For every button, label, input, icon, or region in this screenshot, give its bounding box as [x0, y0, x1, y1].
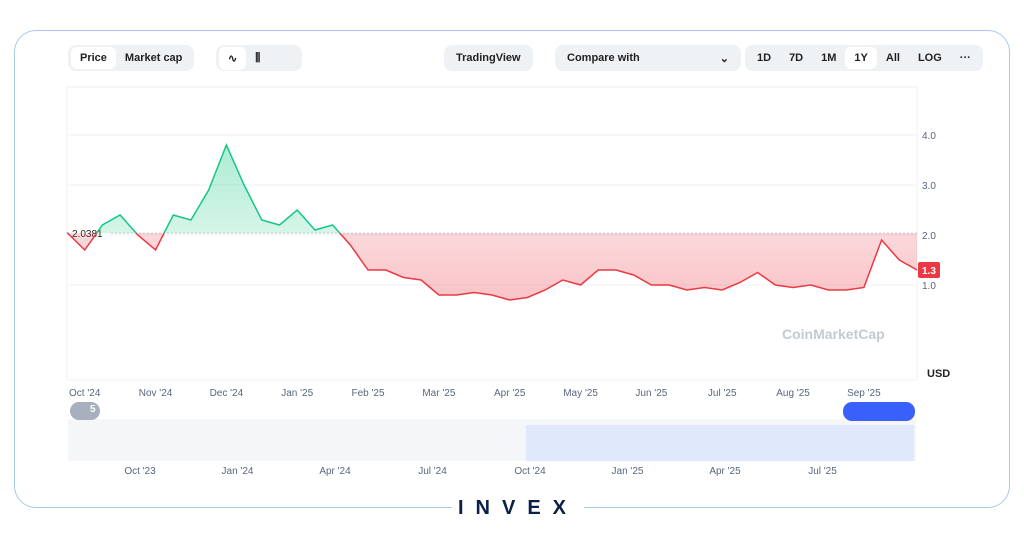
y-tick-label: 2.0 — [922, 231, 936, 242]
watermark: CoinMarketCap — [782, 326, 885, 342]
x-tick-label: Sep '25 — [847, 388, 881, 399]
x-tick-label: Jan '25 — [281, 388, 313, 399]
x-tick-label: May '25 — [563, 388, 598, 399]
brand: INVEX — [452, 497, 585, 520]
x-tick-label: Oct '24 — [69, 388, 101, 399]
x-tick-label: Jun '25 — [635, 388, 667, 399]
navigator-label: Jul '24 — [418, 466, 447, 477]
area-up — [67, 145, 917, 234]
tab-group: Price Market cap — [68, 45, 195, 71]
x-tick-label: Nov '24 — [139, 388, 173, 399]
chevron: ⌄ — [719, 52, 729, 65]
candle-style[interactable]: ⫼ — [255, 51, 261, 64]
tradingview: TradingView — [456, 52, 521, 64]
navigator-label: Oct '23 — [124, 466, 156, 477]
navigator-label: Apr '24 — [319, 466, 351, 477]
badge[interactable] — [70, 402, 100, 420]
navigator-label: Jul '25 — [808, 466, 837, 477]
tradingview-button[interactable]: TradingView — [444, 45, 533, 71]
line-down — [66, 233, 918, 301]
x-tick-label: Jul '25 — [708, 388, 737, 399]
navigator-window[interactable] — [526, 425, 914, 461]
area-down — [67, 233, 917, 300]
range[interactable]: 1Y — [845, 47, 877, 69]
range[interactable]: 7D — [789, 52, 804, 64]
range[interactable]: All — [885, 52, 900, 64]
compare-select[interactable]: Compare with ⌄ — [555, 45, 741, 71]
price-tag — [918, 262, 940, 278]
badge-count: 5 — [90, 404, 96, 415]
navigator-label: Oct '24 — [514, 466, 546, 477]
tab[interactable]: Price — [71, 47, 116, 69]
x-tick-label: Apr '25 — [494, 388, 526, 399]
y-tick-label: 1.0 — [922, 281, 936, 292]
range[interactable]: 1D — [757, 52, 772, 64]
x-tick-label: Dec '24 — [210, 388, 244, 399]
range-group: 1D 7D 1M 1Y All LOG ··· — [745, 45, 983, 71]
range[interactable]: LOG — [917, 52, 942, 64]
line-up — [66, 143, 341, 234]
range[interactable]: 1M — [821, 52, 837, 64]
y-tick-label: 4.0 — [922, 131, 936, 142]
compare: Compare with — [567, 52, 640, 64]
line-style[interactable]: ∿ — [219, 46, 247, 70]
y-tick-label: 3.0 — [922, 181, 936, 192]
price-tag-label: 1.3 — [922, 266, 936, 277]
x-tick-label: Mar '25 — [422, 388, 455, 399]
navigator-label: Apr '25 — [709, 466, 741, 477]
chart-style: ∿ ⫼ — [216, 45, 302, 71]
x-tick-label: Aug '25 — [776, 388, 810, 399]
ai-button[interactable] — [843, 402, 915, 421]
unit: USD — [927, 368, 950, 380]
navigator-label: Jan '24 — [222, 466, 254, 477]
x-tick-label: Feb '25 — [352, 388, 385, 399]
tab[interactable]: Market cap — [124, 52, 183, 64]
navigator-label: Jan '25 — [612, 466, 644, 477]
more[interactable]: ··· — [959, 52, 971, 64]
